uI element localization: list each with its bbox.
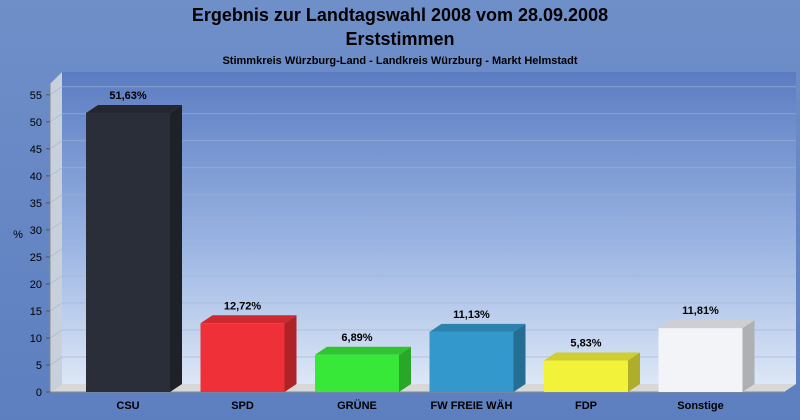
bar-top (658, 320, 755, 329)
gridline-side (49, 356, 63, 366)
gridline-side (49, 302, 63, 312)
bar-top (86, 105, 182, 114)
chart-title-line2: Erststimmen (345, 29, 454, 49)
value-label: 5,83% (570, 337, 601, 349)
gridline-side (49, 275, 63, 285)
category-label: Sonstige (677, 400, 723, 412)
gridline-side (49, 167, 63, 177)
category-label: FDP (575, 400, 597, 412)
bar-top (315, 346, 411, 355)
bar-fdp (544, 352, 640, 392)
y-tick-label: 10 (30, 333, 42, 345)
chart-title: Ergebnis zur Landtagswahl 2008 vom 28.09… (192, 5, 608, 25)
y-tick-label: 45 (30, 144, 42, 156)
value-label: 11,81% (682, 305, 719, 317)
gridline-side (49, 248, 63, 258)
bar-side (399, 346, 411, 392)
y-tick-label: 5 (36, 360, 42, 372)
bar-sonstige (658, 320, 755, 392)
value-label: 12,72% (224, 300, 262, 312)
bar-front (658, 328, 743, 392)
bar-spd (200, 315, 297, 392)
y-tick-label: 50 (30, 117, 42, 129)
y-tick-label: 0 (36, 387, 42, 399)
bar-csu (86, 105, 182, 392)
gridline-side (49, 329, 63, 339)
bar-front (315, 354, 399, 392)
y-tick-label: 15 (30, 306, 42, 318)
category-labels: CSU SPD GRÜNE FW FREIE WÄH FDP Sonstige (116, 399, 723, 412)
bar-side (170, 105, 182, 392)
gridline-side (49, 194, 63, 204)
bar-front (429, 331, 514, 392)
y-tick-labels: 0 5 10 15 20 25 30 35 40 45 50 55 (30, 90, 50, 399)
value-label: 11,13% (453, 309, 490, 321)
y-tick-label: 25 (30, 252, 42, 264)
y-tick-label: 40 (30, 171, 42, 183)
bar-side (628, 352, 640, 392)
bar-side (513, 323, 526, 392)
gridline-side (49, 221, 63, 231)
bar-front (544, 360, 628, 392)
bar-side (284, 315, 297, 392)
bar-top (544, 352, 640, 361)
y-tick-label: 35 (30, 198, 42, 210)
bar-fw-freie-wäh (429, 323, 526, 392)
value-labels: 51,63% 12,72% 6,89% 11,13% 5,83% 11,81% (109, 90, 719, 349)
y-axis-label: % (13, 229, 23, 241)
bars (86, 105, 755, 392)
category-label: GRÜNE (337, 399, 377, 412)
y-tick-label: 30 (30, 225, 42, 237)
value-label: 51,63% (109, 90, 147, 102)
chart-subtitle: Stimmkreis Würzburg-Land - Landkreis Wür… (222, 55, 577, 67)
plot-side-wall (50, 72, 62, 392)
category-label: FW FREIE WÄH (431, 399, 513, 412)
y-tick-label: 20 (30, 279, 42, 291)
bar-top (200, 315, 297, 324)
category-label: CSU (116, 400, 139, 412)
y-tick-label: 55 (30, 90, 42, 102)
bar-front (86, 113, 170, 392)
bar-top (429, 323, 526, 332)
category-label: SPD (231, 400, 254, 412)
value-label: 6,89% (341, 332, 372, 344)
gridline-side (49, 86, 63, 96)
bar-grüne (315, 346, 411, 392)
gridline-side (49, 113, 63, 123)
bar-front (200, 323, 285, 392)
bar-side (742, 320, 755, 392)
gridline-side (49, 140, 63, 150)
